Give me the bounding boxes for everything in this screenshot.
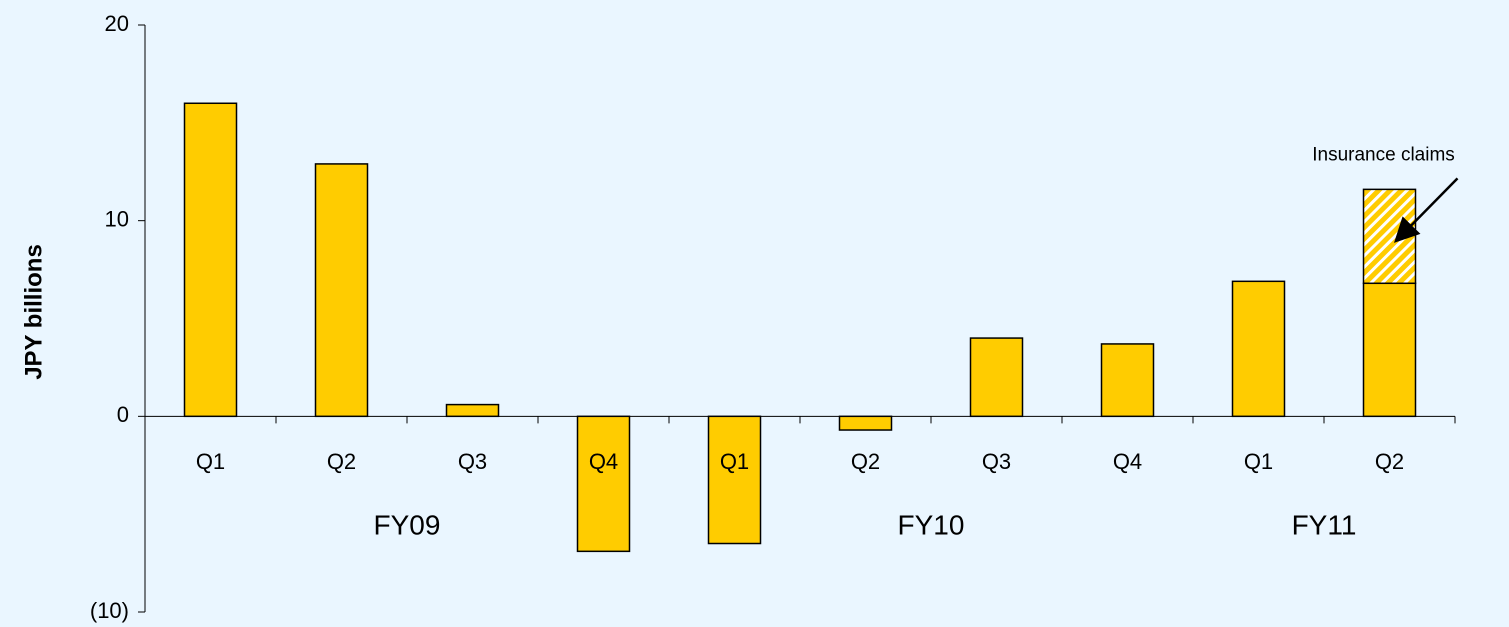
x-tick-label: Q2 bbox=[327, 449, 356, 474]
annotation-arrow bbox=[1393, 177, 1459, 243]
y-axis-label: JPY billions bbox=[20, 244, 47, 380]
x-tick-label: Q2 bbox=[851, 449, 880, 474]
bar bbox=[445, 403, 500, 418]
x-tick-label: Q3 bbox=[458, 449, 487, 474]
y-tick-label: 20 bbox=[105, 11, 129, 36]
y-tick-label: 0 bbox=[117, 402, 129, 427]
bar bbox=[1100, 343, 1155, 418]
bar bbox=[707, 415, 762, 545]
bar bbox=[576, 415, 631, 553]
bar bbox=[1231, 280, 1286, 418]
x-tick-label: Q4 bbox=[589, 449, 618, 474]
group-label: FY09 bbox=[374, 509, 441, 540]
x-tick-label: Q3 bbox=[982, 449, 1011, 474]
bar bbox=[838, 415, 893, 431]
bar bbox=[969, 337, 1024, 418]
bar-segment bbox=[1362, 188, 1417, 285]
group-label: FY10 bbox=[898, 509, 965, 540]
group-label: FY11 bbox=[1292, 509, 1357, 540]
y-tick-label: 10 bbox=[105, 206, 129, 231]
bar bbox=[183, 102, 238, 418]
x-tick-label: Q4 bbox=[1113, 449, 1142, 474]
x-tick-label: Q1 bbox=[1244, 449, 1273, 474]
x-tick-label: Q1 bbox=[720, 449, 749, 474]
bar bbox=[1362, 282, 1417, 418]
bar bbox=[314, 163, 369, 418]
x-tick-label: Q2 bbox=[1375, 449, 1404, 474]
y-tick-label: (10) bbox=[90, 598, 129, 623]
annotation: Insurance claims bbox=[1312, 144, 1455, 165]
x-tick-label: Q1 bbox=[196, 449, 225, 474]
